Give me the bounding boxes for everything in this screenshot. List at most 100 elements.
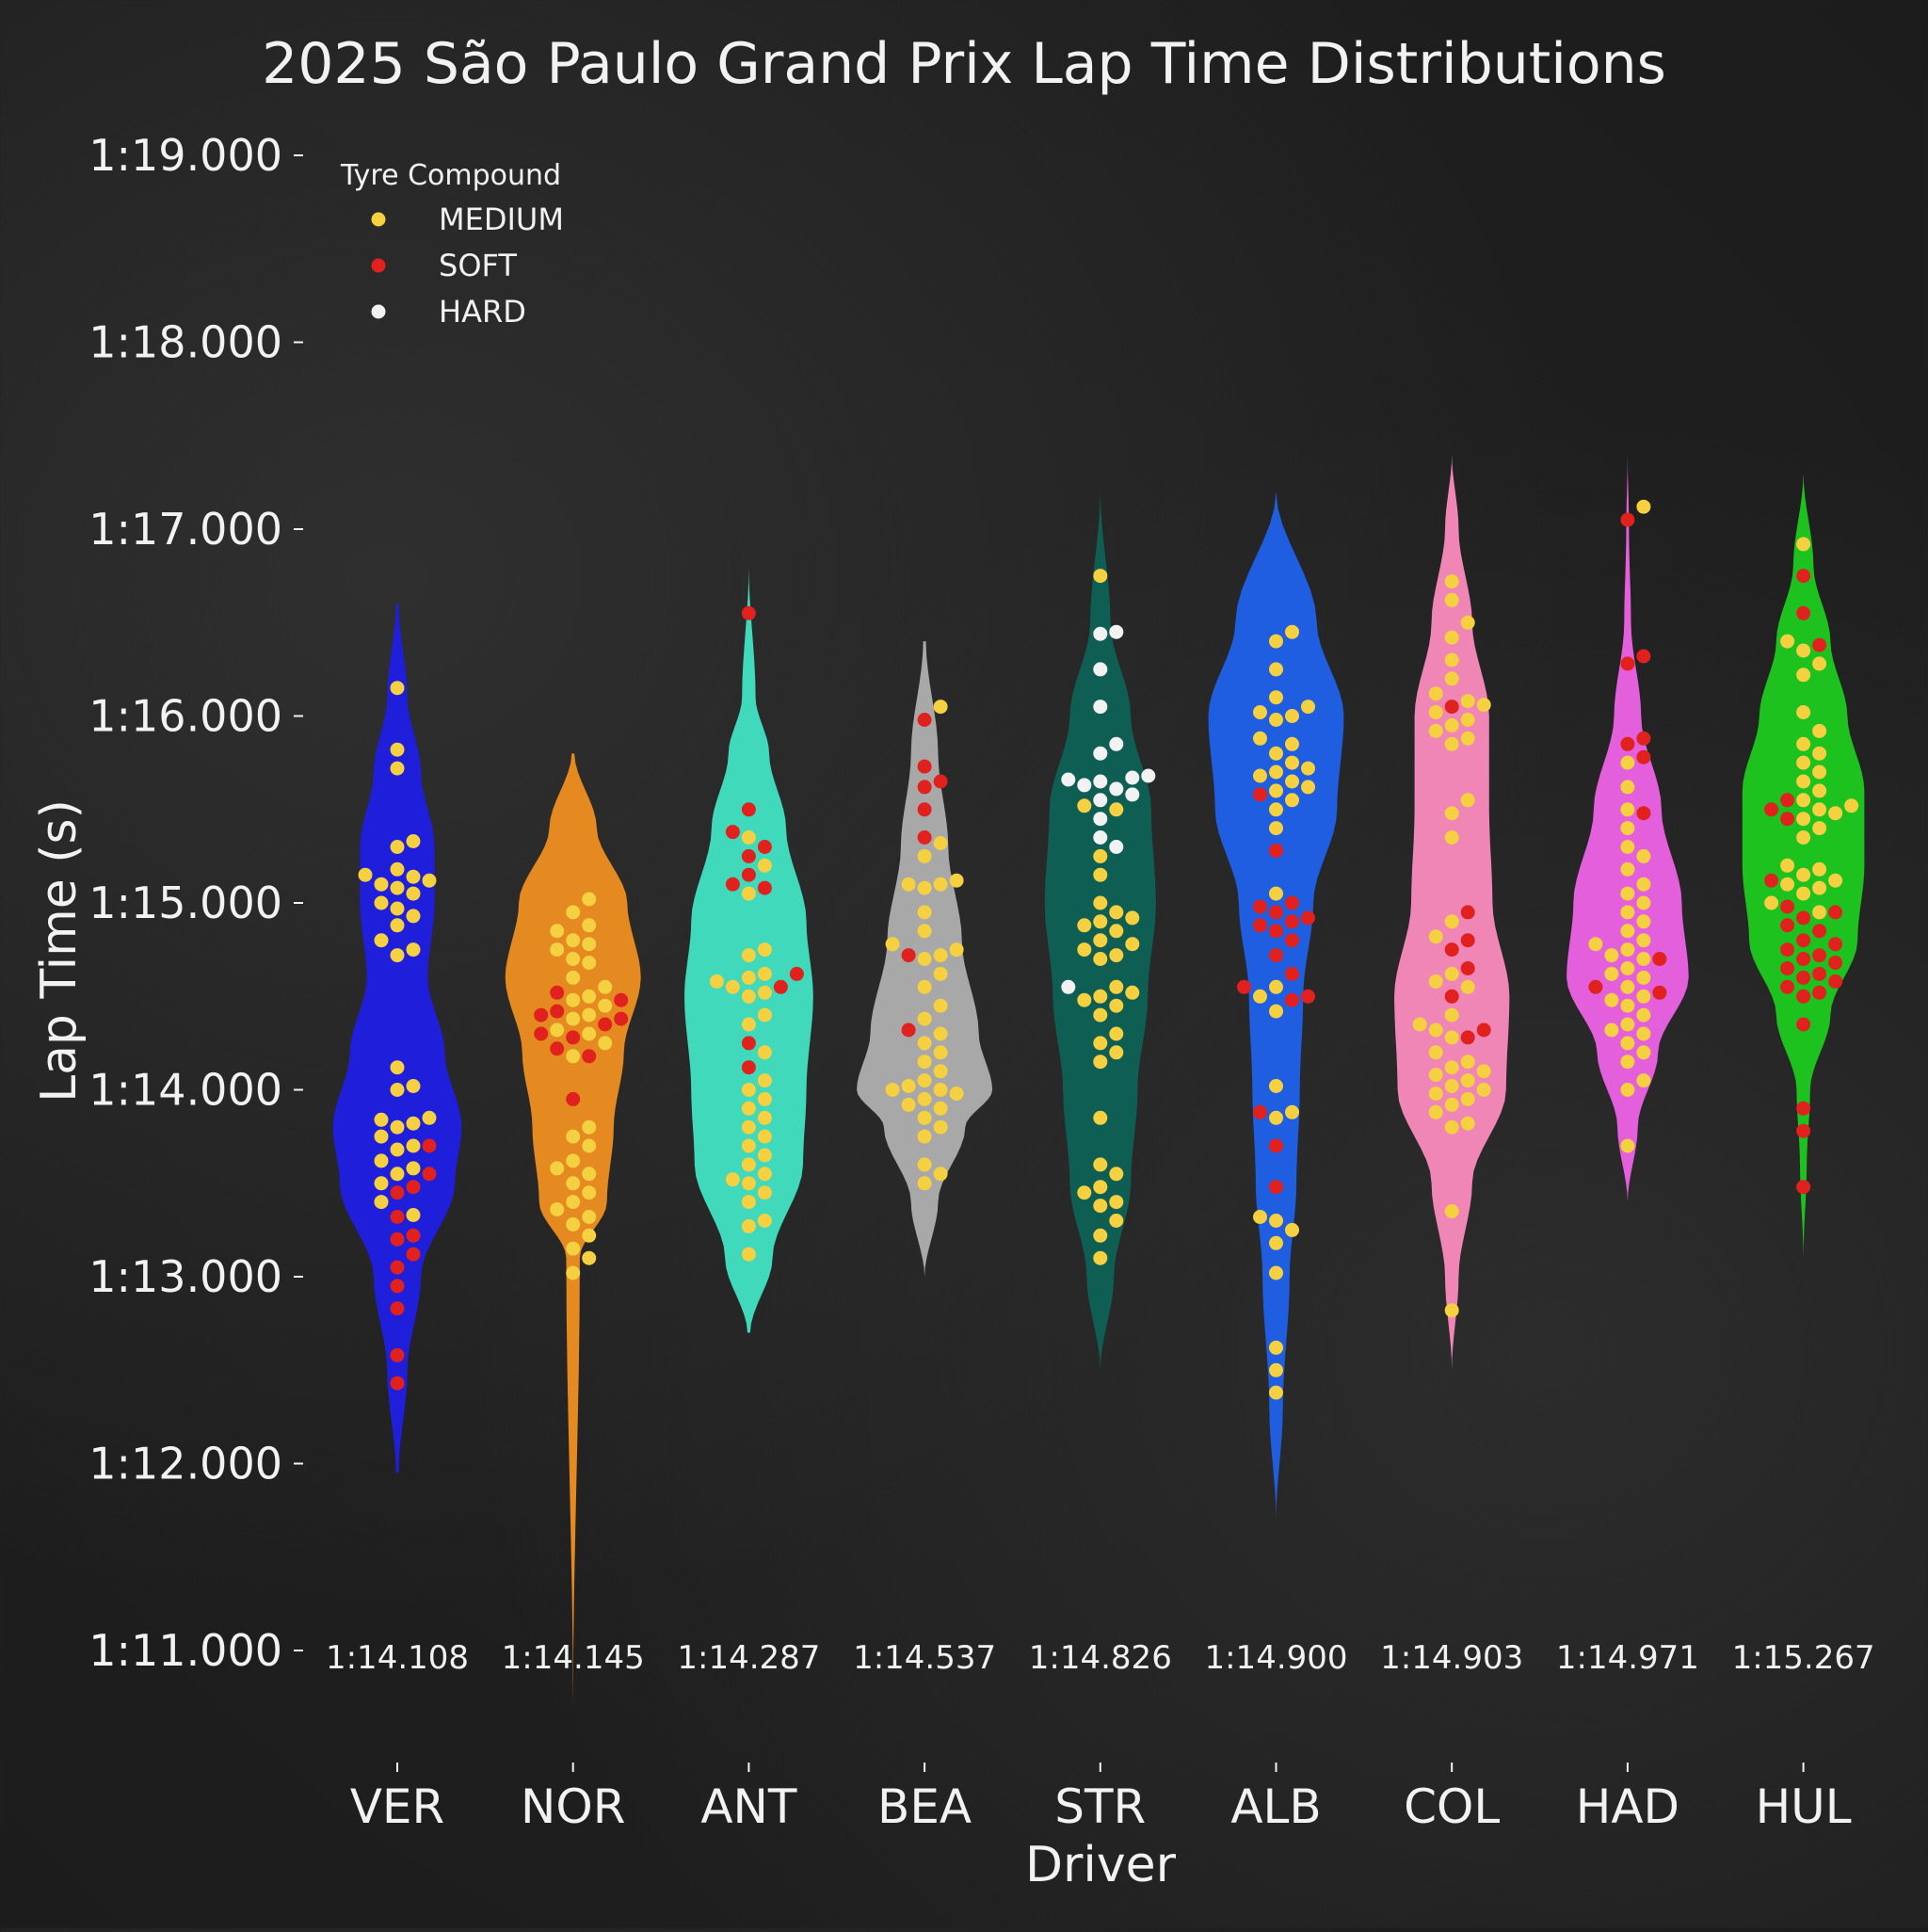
lap-point-ver xyxy=(390,840,405,854)
lap-point-col xyxy=(1476,1083,1491,1097)
lap-point-had xyxy=(1604,966,1619,981)
lap-point-ver xyxy=(390,1083,405,1097)
lap-point-str xyxy=(1109,736,1124,751)
lap-point-ant xyxy=(741,1119,756,1135)
lap-point-bea xyxy=(917,1055,932,1070)
lap-point-hul xyxy=(1796,793,1811,808)
lap-point-had xyxy=(1620,736,1635,751)
lap-point-hul xyxy=(1796,537,1811,552)
lap-point-bea xyxy=(917,848,932,863)
lap-point-bea xyxy=(901,1079,916,1093)
lap-point-col xyxy=(1460,694,1475,709)
lap-point-col xyxy=(1428,723,1443,738)
lap-point-ant xyxy=(741,989,756,1004)
lap-point-ant xyxy=(725,1172,740,1187)
lap-point-had xyxy=(1588,979,1603,994)
lap-point-hul xyxy=(1796,970,1811,985)
lap-point-str xyxy=(1109,979,1124,994)
lap-point-ver xyxy=(390,761,405,776)
lap-point-ver xyxy=(406,1208,421,1222)
lap-point-hul xyxy=(1812,966,1827,981)
lap-point-bea xyxy=(917,1011,932,1026)
lap-point-bea xyxy=(917,1091,932,1106)
x-tick-label-str: STR xyxy=(1054,1779,1146,1834)
lap-point-ver xyxy=(390,880,405,895)
lap-point-nor xyxy=(582,892,597,907)
lap-point-nor xyxy=(566,952,581,966)
lap-point-str xyxy=(1125,770,1140,785)
lap-point-bea xyxy=(917,1110,932,1125)
lap-point-ant xyxy=(741,886,756,901)
lap-point-bea xyxy=(917,1176,932,1191)
lap-point-str xyxy=(1093,1250,1108,1265)
lap-point-hul xyxy=(1780,877,1795,892)
lap-point-ant xyxy=(757,966,772,981)
lap-point-hul xyxy=(1796,1123,1811,1138)
lap-point-ant xyxy=(741,948,756,963)
lap-point-alb xyxy=(1269,690,1283,705)
lap-point-nor xyxy=(566,1153,581,1168)
lap-point-str xyxy=(1093,914,1108,929)
lap-point-had xyxy=(1604,1022,1619,1038)
lap-point-str xyxy=(1093,1157,1108,1172)
lap-point-ver xyxy=(390,1260,405,1275)
lap-point-bea xyxy=(933,836,948,850)
lap-point-alb xyxy=(1253,768,1267,783)
lap-point-col xyxy=(1444,652,1459,668)
lap-point-ver xyxy=(390,918,405,933)
lap-point-nor xyxy=(566,1011,581,1026)
lap-point-alb xyxy=(1285,966,1299,981)
lap-point-ant xyxy=(741,1060,756,1075)
lap-point-bea xyxy=(933,877,948,892)
legend-label-soft: SOFT xyxy=(439,248,517,283)
lap-point-col xyxy=(1428,929,1443,944)
lap-point-alb xyxy=(1269,802,1283,817)
lap-point-hul xyxy=(1796,755,1811,770)
lap-point-nor xyxy=(566,1265,581,1280)
lap-point-had xyxy=(1620,961,1635,975)
lap-point-hul xyxy=(1796,774,1811,789)
legend-title: Tyre Compound xyxy=(340,159,561,192)
lap-point-alb xyxy=(1269,979,1283,994)
x-axis: VER NOR ANT BEA STR ALB COL HAD HUL xyxy=(350,1763,1852,1834)
violin-hul xyxy=(1742,473,1865,1259)
lap-point-hul xyxy=(1812,861,1827,877)
lap-point-bea xyxy=(933,1045,948,1060)
lap-point-str xyxy=(1093,569,1108,584)
lap-point-nor xyxy=(582,937,597,952)
lap-point-alb xyxy=(1269,1265,1283,1280)
lap-point-col xyxy=(1444,1060,1459,1075)
lap-point-ver xyxy=(406,1180,421,1195)
lap-point-bea xyxy=(901,948,916,963)
lap-point-alb xyxy=(1269,821,1283,836)
lap-point-hul xyxy=(1780,942,1795,958)
lap-point-str xyxy=(1093,746,1108,761)
lap-point-bea xyxy=(933,1119,948,1135)
lap-point-nor xyxy=(566,1195,581,1210)
lap-point-alb xyxy=(1269,746,1283,761)
lap-point-col xyxy=(1460,1055,1475,1070)
lap-point-nor xyxy=(566,1091,581,1106)
lap-point-had xyxy=(1620,861,1635,877)
lap-point-had xyxy=(1636,933,1651,948)
lap-point-col xyxy=(1428,1022,1443,1038)
x-tick-label-had: HAD xyxy=(1576,1779,1679,1834)
lap-point-nor xyxy=(566,992,581,1007)
lap-point-col xyxy=(1444,1303,1459,1318)
lap-point-hul xyxy=(1828,905,1843,920)
lap-point-ant xyxy=(741,848,756,863)
lap-point-hul xyxy=(1828,937,1843,952)
lap-point-str xyxy=(1141,768,1156,783)
lap-point-str xyxy=(1093,848,1108,863)
lap-point-hul xyxy=(1796,736,1811,751)
median-label-col: 1:14.903 xyxy=(1380,1639,1523,1677)
lap-point-ant xyxy=(725,825,740,840)
lap-point-alb xyxy=(1285,1104,1299,1119)
lap-point-col xyxy=(1412,1017,1427,1032)
lap-point-nor xyxy=(582,1119,597,1135)
lap-point-hul xyxy=(1796,933,1811,948)
lap-point-ver xyxy=(406,1247,421,1262)
lap-point-had xyxy=(1636,749,1651,765)
lap-point-str xyxy=(1093,1199,1108,1214)
lap-point-str xyxy=(1093,626,1108,641)
